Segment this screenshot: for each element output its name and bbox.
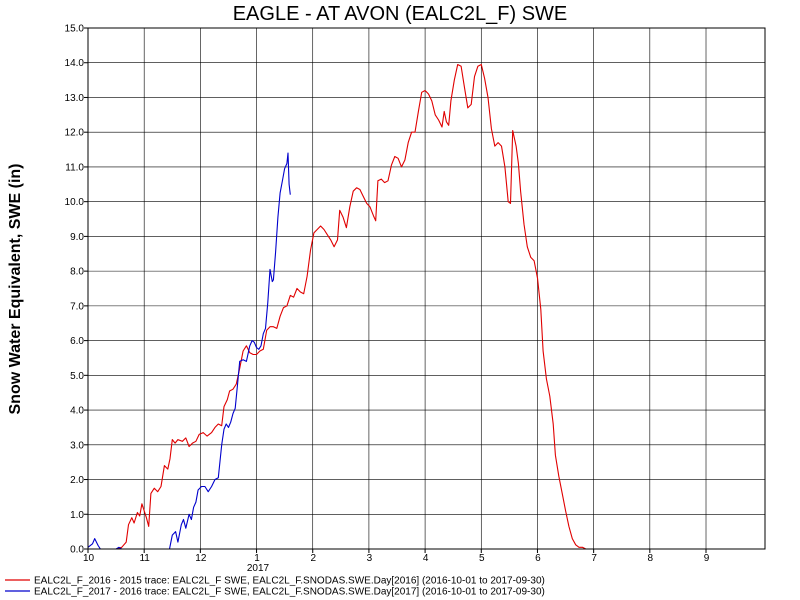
- x-axis-ticks: 10 11 12 1 2 3 4 5 6 7 8 9: [83, 549, 710, 564]
- y-tick-label: 12.0: [65, 128, 85, 139]
- y-tick-label: 3.0: [70, 440, 84, 451]
- y-tick-label: 11.0: [65, 162, 84, 173]
- series-line-2: [87, 152, 291, 550]
- plot-frame: [87, 27, 766, 550]
- x-tick-label: 3: [367, 553, 373, 564]
- y-tick-label: 4.0: [70, 406, 84, 417]
- x-tick-label: 4: [423, 553, 429, 564]
- y-tick-label: 1.0: [70, 510, 84, 521]
- legend: EALC2L_F_2016 - 2015 trace: EALC2L_F SWE…: [5, 576, 545, 598]
- year-marker: 2017: [247, 563, 270, 574]
- series-layer: [87, 63, 763, 550]
- x-tick-label: 7: [591, 553, 597, 564]
- y-tick-label: 14.0: [65, 58, 85, 69]
- x-tick-label: 11: [139, 553, 150, 564]
- x-tick-label: 8: [648, 553, 654, 564]
- y-tick-label: 7.0: [70, 301, 84, 312]
- x-tick-label: 6: [535, 553, 541, 564]
- chart-title: EAGLE - AT AVON (EALC2L_F) SWE: [233, 3, 568, 25]
- legend-label: EALC2L_F_2017 - 2016 trace: EALC2L_F SWE…: [34, 587, 545, 598]
- x-tick-label: 10: [83, 553, 95, 564]
- y-tick-label: 8.0: [70, 267, 84, 278]
- y-tick-label: 2.0: [70, 475, 84, 486]
- y-tick-label: 6.0: [70, 336, 84, 347]
- x-tick-label: 9: [704, 553, 710, 564]
- x-tick-label: 12: [195, 553, 207, 564]
- series-line-1: [88, 63, 763, 550]
- y-axis-ticks: 0.0 1.0 2.0 3.0 4.0 5.0 6.0 7.0 8.0 9.0 10.0 11.0 12…: [65, 24, 88, 556]
- y-axis-label: Snow Water Equivalent, SWE (in): [7, 164, 24, 415]
- y-tick-label: 15.0: [65, 24, 85, 35]
- grid-lines: [88, 28, 765, 549]
- x-tick-label: 5: [479, 553, 485, 564]
- x-tick-label: 1: [254, 553, 260, 564]
- legend-label: EALC2L_F_2016 - 2015 trace: EALC2L_F SWE…: [34, 576, 545, 587]
- y-tick-label: 9.0: [70, 232, 84, 243]
- y-tick-label: 10.0: [65, 197, 85, 208]
- y-tick-label: 5.0: [70, 371, 84, 382]
- y-tick-label: 13.0: [65, 93, 85, 104]
- y-tick-label: 0.0: [70, 545, 84, 556]
- x-tick-label: 2: [310, 553, 316, 564]
